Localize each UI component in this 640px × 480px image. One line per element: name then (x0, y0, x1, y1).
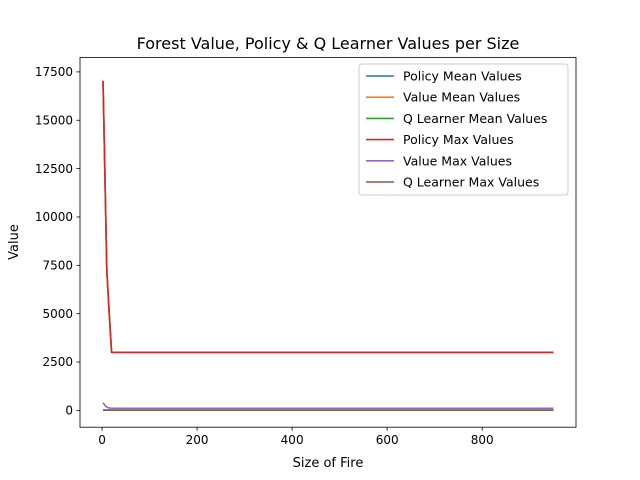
series-line-5 (102, 402, 554, 410)
legend: Policy Mean Values Value Mean Values Q Lea… (358, 63, 569, 196)
x-tick-label: 400 (281, 433, 304, 447)
y-tick-label: 12500 (35, 162, 73, 176)
series-line-4 (102, 80, 554, 354)
legend-box (358, 63, 569, 196)
y-tick-label: 10000 (35, 210, 73, 224)
chart-title: Forest Value, Policy & Q Learner Values … (137, 34, 520, 53)
tick-layer: 0 200 400 600 800 0 2500 5000 7500 10000 12500 1500… (35, 65, 494, 447)
legend-entry-6: Q Learner Max Values (403, 175, 539, 190)
y-tick-label: 15000 (35, 113, 73, 127)
legend-entry-4: Policy Max Values (403, 132, 514, 147)
axes-frame (79, 57, 577, 428)
y-tick-label: 7500 (42, 259, 73, 273)
y-axis-label: Value (7, 224, 22, 260)
legend-entry-3: Q Learner Mean Values (403, 111, 547, 126)
x-tick-label: 0 (98, 433, 106, 447)
legend-entry-5: Value Max Values (403, 153, 512, 168)
x-tick-label: 600 (376, 433, 399, 447)
x-tick-label: 200 (186, 433, 209, 447)
x-tick-label: 800 (471, 433, 494, 447)
y-tick-label: 0 (65, 404, 73, 418)
y-tick-label: 17500 (35, 65, 73, 79)
y-tick-label: 2500 (42, 355, 73, 369)
series-layer (102, 80, 554, 411)
legend-entry-2: Value Mean Values (403, 90, 520, 105)
x-axis-label: Size of Fire (293, 456, 364, 471)
legend-entry-1: Policy Mean Values (403, 69, 522, 84)
y-tick-label: 5000 (42, 307, 73, 321)
